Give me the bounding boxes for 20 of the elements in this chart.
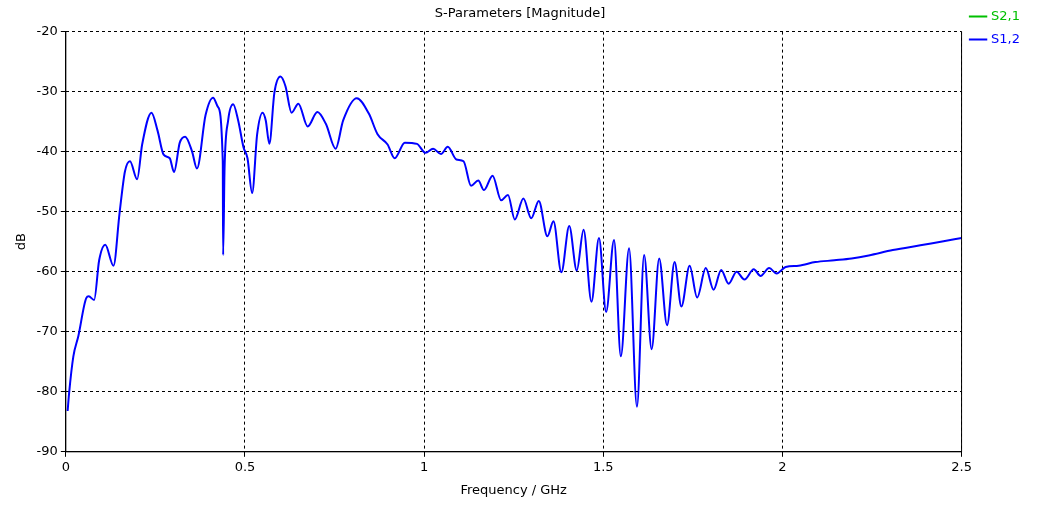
legend-label: S1,2 <box>991 30 1021 46</box>
y-tick-label: -40 <box>36 143 58 159</box>
x-tick-label: 2.5 <box>951 458 972 474</box>
chart-title: S-Parameters [Magnitude] <box>434 5 606 21</box>
legend-label: S2,1 <box>991 7 1021 23</box>
line-series <box>66 75 962 412</box>
x-tick-label: 1.5 <box>592 458 614 474</box>
y-tick-label: -60 <box>36 263 58 279</box>
x-tick-label: 1 <box>419 458 429 474</box>
y-tick-label: -80 <box>36 383 58 399</box>
x-tick-label: 2 <box>778 458 787 474</box>
y-tick-label: -30 <box>36 83 58 98</box>
y-tick-label: -20 <box>36 22 58 38</box>
y-tick-label: -90 <box>36 443 58 459</box>
x-tick-label: 0.5 <box>234 458 256 474</box>
y-axis-title: dB <box>13 233 29 251</box>
x-axis-title: Frequency / GHz <box>460 481 568 497</box>
y-tick-label: -70 <box>36 323 58 339</box>
x-tick-label: 0 <box>61 458 70 474</box>
y-tick-label: -50 <box>36 203 58 219</box>
